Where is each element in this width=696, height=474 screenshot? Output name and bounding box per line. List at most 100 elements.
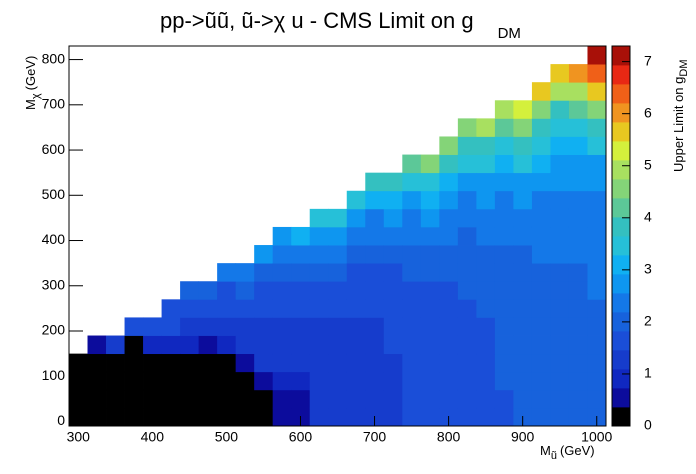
cell — [106, 335, 125, 355]
cell — [198, 299, 218, 318]
colorbar-segment — [612, 350, 630, 370]
cell — [550, 172, 570, 192]
cell — [420, 226, 440, 246]
cell — [439, 281, 459, 300]
cell — [550, 64, 570, 83]
cell — [328, 208, 348, 228]
cell — [531, 353, 551, 373]
cell — [365, 371, 385, 391]
cell — [513, 226, 533, 246]
cell — [161, 371, 181, 391]
cell — [587, 317, 607, 336]
cell — [476, 263, 496, 282]
cell — [346, 190, 366, 210]
cell — [235, 389, 255, 409]
cell — [180, 389, 200, 409]
cell — [346, 226, 366, 246]
cell — [235, 299, 255, 318]
cell — [328, 353, 348, 373]
cell — [291, 317, 311, 336]
y-tick-label: 800 — [42, 50, 66, 66]
cell — [550, 263, 570, 282]
cell — [161, 299, 181, 318]
cell — [180, 371, 200, 391]
z-tick-label: 7 — [644, 52, 652, 68]
cell — [513, 263, 533, 282]
cell — [106, 407, 125, 427]
cell — [550, 299, 570, 318]
cell — [587, 299, 607, 318]
cell — [494, 100, 514, 119]
cell — [291, 226, 311, 246]
colorbar-segment — [612, 122, 630, 142]
cell — [272, 317, 292, 336]
cell — [420, 172, 440, 192]
cell — [568, 407, 588, 427]
cell — [476, 154, 496, 174]
cell — [328, 389, 348, 409]
x-axis-label: Mũ (GeV) — [540, 443, 595, 461]
cell — [254, 335, 274, 355]
cell — [272, 407, 292, 427]
cell — [568, 371, 588, 391]
cell — [457, 190, 477, 210]
cell — [420, 154, 440, 174]
cell — [587, 371, 607, 391]
colorbar-segment — [612, 331, 630, 351]
cell — [198, 407, 218, 427]
cell — [587, 389, 607, 409]
cell — [272, 335, 292, 355]
cell — [550, 136, 570, 155]
cell — [328, 299, 348, 318]
cell — [550, 245, 570, 264]
colorbar-segment — [612, 236, 630, 256]
cell — [494, 245, 514, 264]
cell — [328, 226, 348, 246]
cell — [383, 281, 403, 300]
cell — [346, 353, 366, 373]
cell — [309, 353, 329, 373]
cell — [476, 190, 496, 210]
cell — [383, 407, 403, 427]
cell — [235, 407, 255, 427]
z-label-text: Upper Limit on g — [671, 77, 686, 172]
cell — [420, 245, 440, 264]
colorbar-frame — [611, 45, 631, 427]
cell — [494, 263, 514, 282]
cell — [161, 317, 181, 336]
cell — [457, 299, 477, 318]
cell — [143, 353, 162, 373]
cell — [531, 335, 551, 355]
cell — [476, 281, 496, 300]
cell — [217, 371, 237, 391]
cell — [568, 118, 588, 137]
cell — [69, 389, 88, 409]
cell — [513, 154, 533, 174]
cell — [217, 389, 237, 409]
cell — [457, 371, 477, 391]
cell — [457, 353, 477, 373]
cell — [217, 299, 237, 318]
x-tick-label: 900 — [511, 429, 535, 445]
cell — [402, 353, 422, 373]
cell — [198, 317, 218, 336]
x-tick-label: 400 — [141, 429, 165, 445]
cell — [235, 371, 255, 391]
cell — [457, 172, 477, 192]
cell — [87, 407, 107, 427]
cell — [198, 371, 218, 391]
x-tick-label: 700 — [363, 429, 387, 445]
cell — [476, 245, 496, 264]
cell — [550, 371, 570, 391]
cell — [383, 245, 403, 264]
cell — [568, 154, 588, 174]
cell — [476, 208, 496, 228]
cell — [328, 245, 348, 264]
colorbar-segment — [612, 141, 630, 161]
cell — [124, 353, 144, 373]
cell — [328, 281, 348, 300]
y-axis-label: Mχ (GeV) — [23, 56, 41, 110]
cell — [291, 281, 311, 300]
